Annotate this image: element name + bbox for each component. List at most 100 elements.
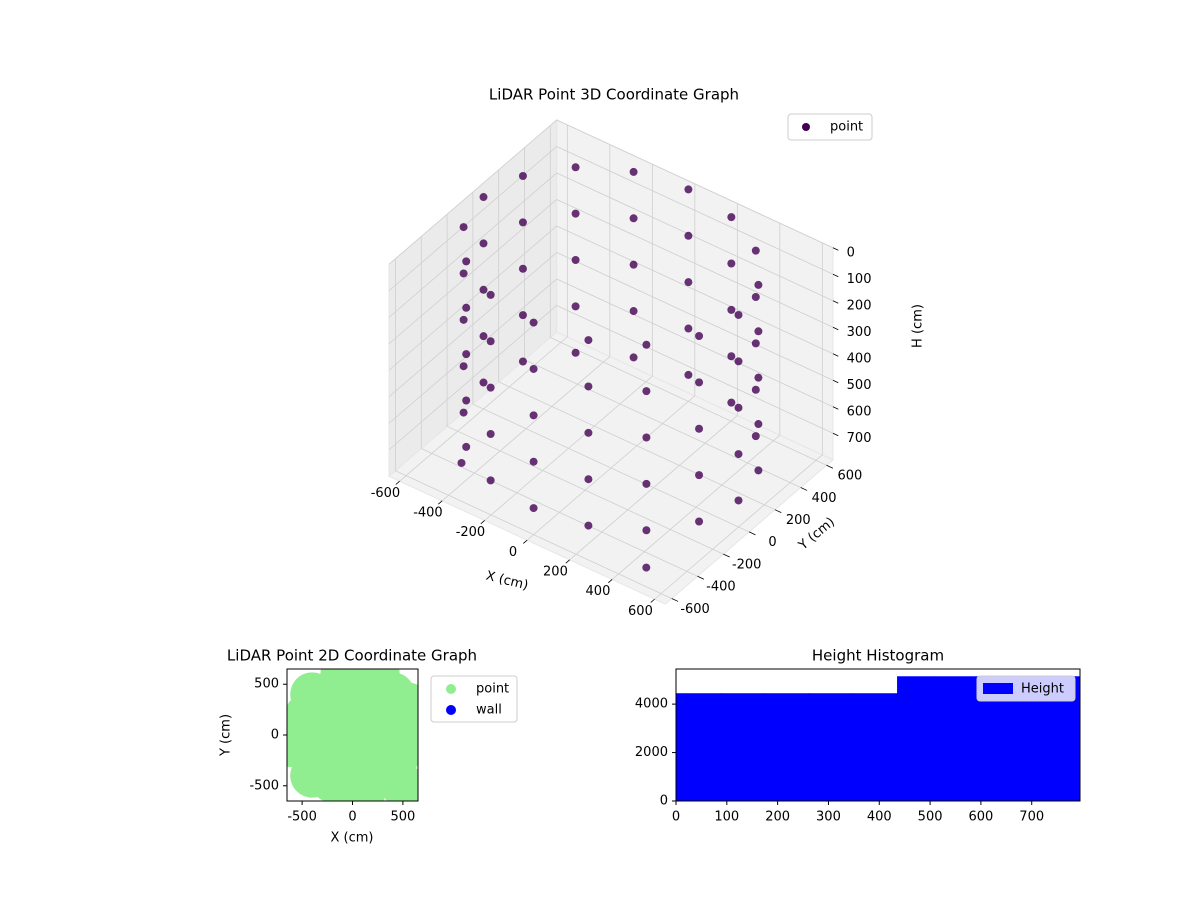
grid-line <box>556 146 834 275</box>
point <box>734 403 743 412</box>
point <box>734 450 743 459</box>
z-tick-label: 600 <box>847 405 872 420</box>
point <box>486 430 495 439</box>
x-tick-label: 400 <box>586 584 611 599</box>
tick-mark <box>832 406 839 410</box>
z-tick-label: 200 <box>847 299 872 314</box>
point <box>642 479 651 488</box>
tick-mark <box>774 509 782 514</box>
x-tick-label: -600 <box>371 486 401 501</box>
grid-line <box>388 305 557 451</box>
legend-box <box>976 675 1076 702</box>
y-tick-label: -400 <box>706 580 736 595</box>
tick-mark <box>832 300 839 304</box>
y-axis-label: Y (cm) <box>219 714 234 757</box>
point <box>479 332 488 341</box>
y-tick-label: 200 <box>786 513 811 528</box>
legend-label: point <box>830 120 863 135</box>
point <box>727 213 736 222</box>
point <box>529 411 538 420</box>
point <box>684 278 693 287</box>
grid-line <box>556 305 834 434</box>
tick-mark <box>565 559 570 564</box>
x-tick-label: 400 <box>867 810 892 825</box>
x-tick-label: 100 <box>714 810 739 825</box>
point <box>695 331 704 340</box>
legend-box <box>430 675 518 723</box>
point <box>459 223 468 232</box>
grid-line <box>388 146 557 292</box>
point <box>584 336 593 345</box>
point <box>385 682 418 727</box>
y-tick-label: 2000 <box>635 745 668 760</box>
point <box>734 310 743 319</box>
x-axis-label: X (cm) <box>484 569 529 594</box>
grid-line <box>388 252 557 398</box>
point <box>462 442 471 451</box>
legend-marker <box>446 705 456 715</box>
tick-mark <box>800 487 808 491</box>
grid-line <box>524 359 801 488</box>
point <box>479 378 488 387</box>
legend-label: wall <box>476 703 502 718</box>
point <box>571 256 580 265</box>
point <box>754 373 763 382</box>
point <box>751 292 760 301</box>
point <box>518 218 527 227</box>
point <box>584 521 593 530</box>
point <box>629 167 638 176</box>
tick-mark <box>650 598 655 603</box>
z-tick-label: 0 <box>847 246 855 261</box>
grid-line <box>388 199 557 345</box>
point <box>462 303 471 312</box>
y-tick-label: 0 <box>768 535 776 550</box>
point <box>459 362 468 371</box>
tick-mark <box>748 531 756 536</box>
bar <box>897 676 935 801</box>
point <box>584 428 593 437</box>
legend-label: point <box>476 682 509 697</box>
point <box>457 458 466 467</box>
y-tick-label: 500 <box>254 677 279 692</box>
x-tick-label: -400 <box>413 506 443 521</box>
x-axis-label: X (cm) <box>331 831 374 846</box>
x-tick-label: 200 <box>543 565 568 580</box>
point <box>320 669 365 697</box>
x-tick-label: 500 <box>918 810 943 825</box>
legend-box <box>787 113 873 141</box>
bar <box>808 693 854 801</box>
point <box>518 264 527 273</box>
point <box>751 246 760 255</box>
y-tick-label: -500 <box>249 778 279 793</box>
grid-line <box>550 337 827 466</box>
point <box>642 563 651 572</box>
grid-line <box>556 252 834 381</box>
point <box>751 432 760 441</box>
z-tick-label: 300 <box>847 325 872 340</box>
z-tick-label: 100 <box>847 272 872 287</box>
point <box>459 408 468 417</box>
chart-title: Height Histogram <box>812 647 944 665</box>
chart-title: LiDAR Point 3D Coordinate Graph <box>489 86 739 104</box>
point <box>751 339 760 348</box>
legend-label: Height <box>1021 682 1064 697</box>
x-tick-label: 600 <box>968 810 993 825</box>
y-tick-label: 4000 <box>635 697 668 712</box>
grid-line <box>388 119 557 265</box>
point <box>642 433 651 442</box>
point <box>695 517 704 526</box>
tick-mark <box>832 326 839 331</box>
tick-mark <box>671 598 679 602</box>
x-tick-label: 600 <box>628 604 653 619</box>
y-tick-label: 0 <box>660 794 668 809</box>
grid-line <box>556 278 834 408</box>
point <box>684 370 693 379</box>
grid-line <box>556 119 834 249</box>
grid-line <box>395 470 672 599</box>
grid-line <box>388 225 557 371</box>
y-tick-label: 0 <box>271 728 279 743</box>
point <box>571 348 580 357</box>
x-tick-label: 200 <box>765 810 790 825</box>
point <box>479 239 488 248</box>
tick-mark <box>832 379 839 384</box>
